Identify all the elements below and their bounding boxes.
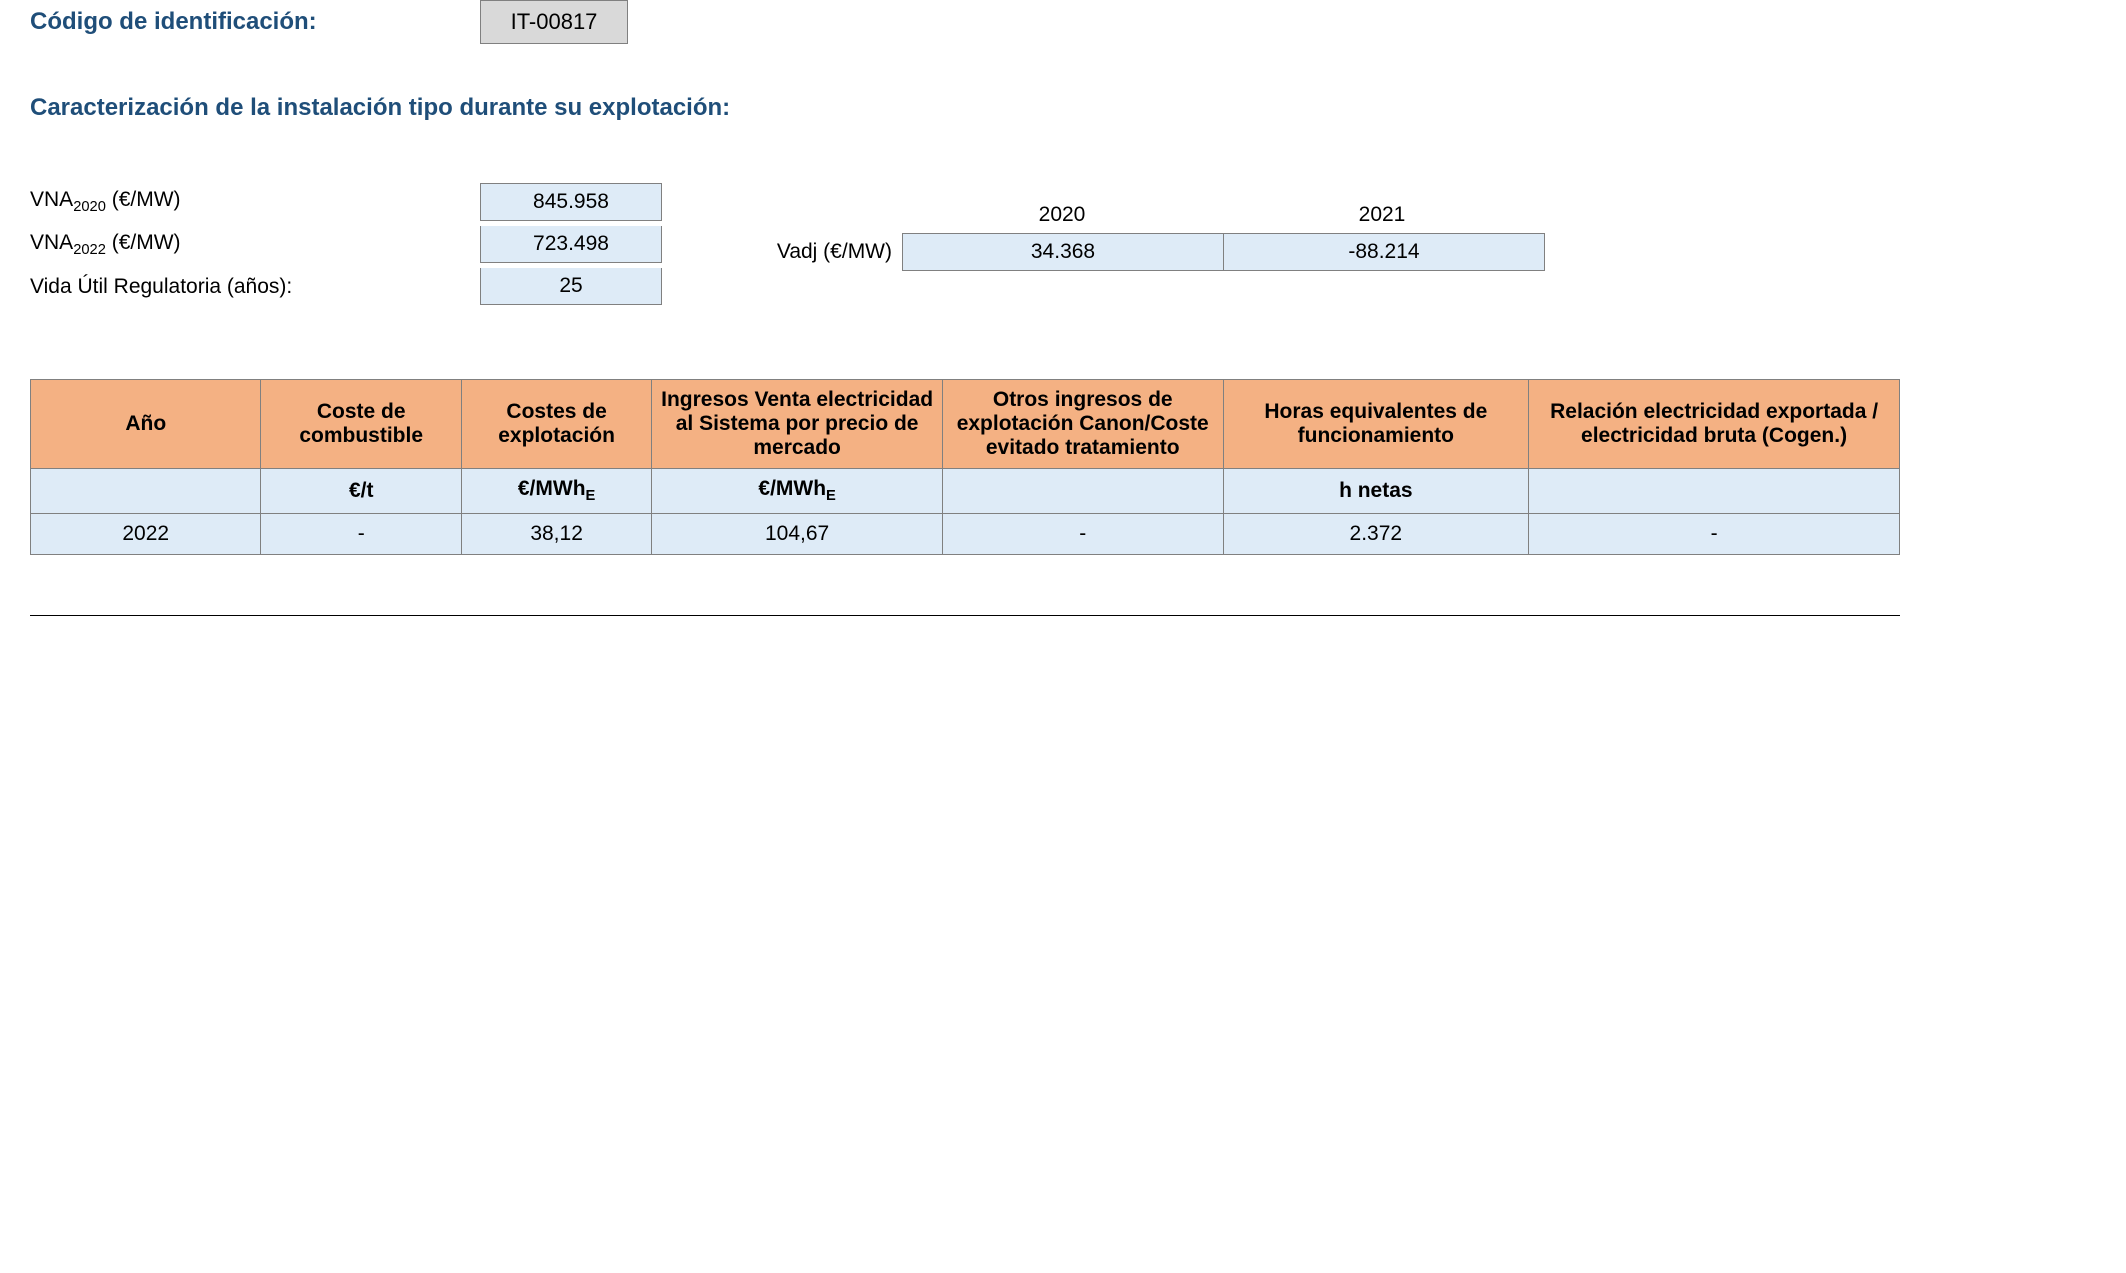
th-ratio: Relación electricidad exportada / electr… <box>1529 380 1900 469</box>
cell-ratio: - <box>1529 513 1900 554</box>
vida-util-label: Vida Útil Regulatoria (años): <box>30 269 480 305</box>
unit-hours: h netas <box>1223 469 1529 513</box>
unit-other <box>942 469 1223 513</box>
table-row: 2022 - 38,12 104,67 - 2.372 - <box>31 513 1900 554</box>
vna-2020-label: VNA2020 (€/MW) <box>30 182 480 221</box>
th-op-cost: Costes de explotación <box>461 380 651 469</box>
vna-2020-value: 845.958 <box>480 183 662 221</box>
unit-op: €/MWhE <box>461 469 651 513</box>
vadj-year-2: 2021 <box>1222 197 1542 233</box>
unit-ratio <box>1529 469 1900 513</box>
cell-hours: 2.372 <box>1223 513 1529 554</box>
code-value: IT-00817 <box>480 0 628 44</box>
cell-fuel: - <box>261 513 461 554</box>
separator-line <box>30 615 1900 616</box>
vna-block: VNA2020 (€/MW) 845.958 VNA2022 (€/MW) 72… <box>30 182 662 309</box>
vadj-value-2: -88.214 <box>1224 233 1545 271</box>
code-label: Código de identificación: <box>30 8 480 36</box>
cell-other: - <box>942 513 1223 554</box>
th-year: Año <box>31 380 261 469</box>
table-units-row: €/t €/MWhE €/MWhE h netas <box>31 469 1900 513</box>
cell-op: 38,12 <box>461 513 651 554</box>
table-header-row: Año Coste de combustible Costes de explo… <box>31 380 1900 469</box>
unit-income: €/MWhE <box>652 469 943 513</box>
vadj-label: Vadj (€/MW) <box>722 240 902 264</box>
unit-year <box>31 469 261 513</box>
vna-2022-label: VNA2022 (€/MW) <box>30 225 480 264</box>
vadj-value-1: 34.368 <box>902 233 1224 271</box>
unit-fuel: €/t <box>261 469 461 513</box>
cell-income: 104,67 <box>652 513 943 554</box>
cell-year: 2022 <box>31 513 261 554</box>
vida-util-value: 25 <box>480 268 662 305</box>
th-income-sale: Ingresos Venta electricidad al Sistema p… <box>652 380 943 469</box>
th-hours: Horas equivalentes de funcionamiento <box>1223 380 1529 469</box>
main-table: Año Coste de combustible Costes de explo… <box>30 379 1900 554</box>
vna-2022-value: 723.498 <box>480 226 662 263</box>
vadj-year-1: 2020 <box>902 197 1222 233</box>
vadj-block: 2020 2021 Vadj (€/MW) 34.368 -88.214 <box>722 197 2096 309</box>
section-title: Caracterización de la instalación tipo d… <box>30 94 2096 122</box>
th-other-income: Otros ingresos de explotación Canon/Cost… <box>942 380 1223 469</box>
th-fuel-cost: Coste de combustible <box>261 380 461 469</box>
